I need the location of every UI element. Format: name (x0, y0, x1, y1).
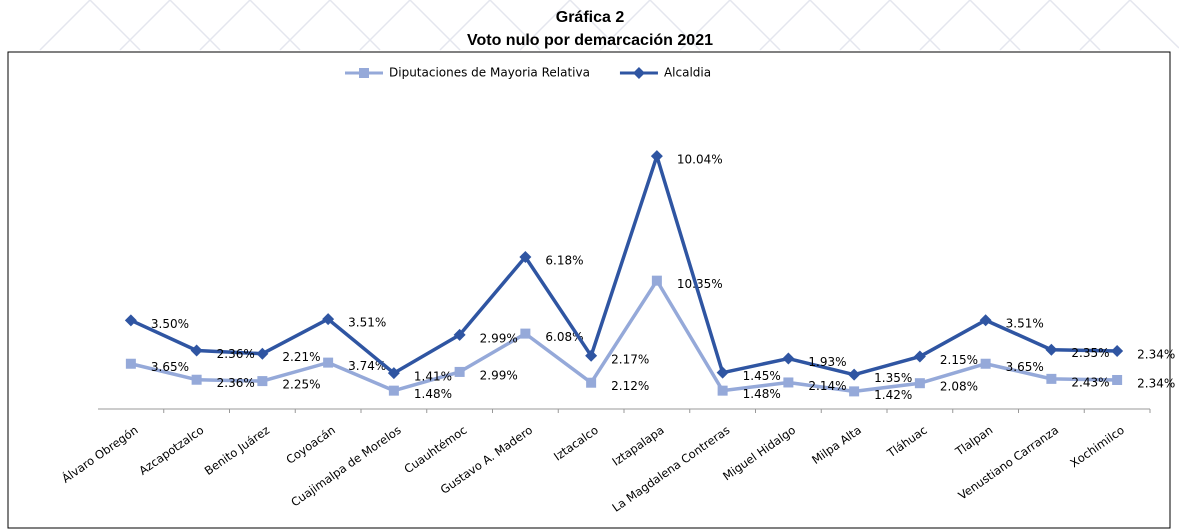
marker (323, 357, 334, 368)
chart-title: Gráfica 2 (556, 9, 625, 26)
plot-frame (7, 51, 1171, 529)
chart-subtitle: Voto nulo por demarcación 2021 (467, 32, 713, 49)
marker (848, 368, 861, 381)
marker (782, 352, 795, 365)
marker (717, 385, 728, 396)
data-label: 2.17% (611, 352, 649, 366)
marker (980, 358, 991, 369)
data-label: 6.18% (545, 253, 583, 267)
marker (519, 250, 532, 263)
marker (322, 313, 335, 326)
data-label: 10.35% (677, 277, 723, 291)
marker (1112, 374, 1123, 385)
data-label: 3.51% (348, 316, 386, 330)
marker (651, 275, 662, 286)
marker (125, 358, 136, 369)
data-label: 2.14% (808, 379, 846, 393)
data-label: 1.93% (808, 355, 846, 369)
data-label: 2.34% (1137, 347, 1175, 361)
data-label: 2.25% (282, 378, 320, 392)
legend-label: Alcaldia (664, 66, 711, 80)
marker (716, 366, 729, 379)
data-label: 2.21% (282, 350, 320, 364)
data-label: 2.08% (940, 380, 978, 394)
data-label: 2.35% (1071, 346, 1109, 360)
data-label: 1.45% (743, 369, 781, 383)
marker (190, 344, 203, 357)
marker (257, 376, 268, 387)
data-label: 10.04% (677, 153, 723, 167)
data-label: 3.65% (1006, 360, 1044, 374)
marker (849, 386, 860, 397)
marker (387, 367, 400, 380)
marker (585, 349, 598, 362)
marker (586, 377, 597, 388)
data-label: 3.50% (151, 317, 189, 331)
data-label: 1.42% (874, 388, 912, 402)
data-label: 2.43% (1071, 375, 1109, 389)
data-label: 3.74% (348, 359, 386, 373)
data-label: 6.08% (545, 330, 583, 344)
line (130, 154, 1118, 377)
marker (520, 328, 531, 339)
legend-label: Diputaciones de Mayoria Relativa (389, 66, 590, 80)
data-label: 3.51% (1006, 317, 1044, 331)
data-label: 2.12% (611, 379, 649, 393)
data-label: 2.36% (217, 347, 255, 361)
marker (124, 314, 137, 327)
marker (783, 377, 794, 388)
marker (913, 350, 926, 363)
marker (256, 347, 269, 360)
data-label: 1.48% (414, 387, 452, 401)
data-label: 2.15% (940, 353, 978, 367)
marker (359, 68, 369, 78)
data-label: 1.48% (743, 387, 781, 401)
data-label: 2.99% (480, 368, 518, 382)
data-label: 3.65% (151, 360, 189, 374)
data-label: 1.41% (414, 370, 452, 384)
line (130, 278, 1118, 394)
data-label: 2.36% (217, 376, 255, 390)
marker (453, 328, 466, 341)
data-label: 1.35% (874, 371, 912, 385)
marker (191, 374, 202, 385)
marker (454, 366, 465, 377)
marker (1111, 344, 1124, 357)
data-label: 2.34% (1137, 376, 1175, 390)
marker (388, 385, 399, 396)
data-label: 2.99% (480, 331, 518, 345)
marker (650, 150, 663, 163)
marker (979, 314, 992, 327)
marker (632, 67, 645, 79)
marker (1045, 343, 1058, 356)
marker (1046, 373, 1057, 384)
marker (914, 378, 925, 389)
